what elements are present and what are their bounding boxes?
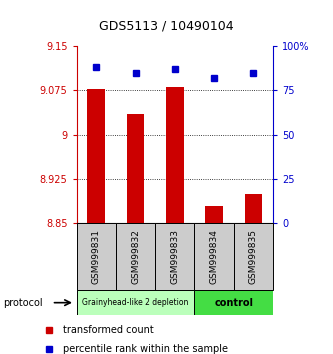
Text: GSM999835: GSM999835 <box>249 229 258 284</box>
Text: transformed count: transformed count <box>63 325 154 335</box>
Bar <box>234 223 273 290</box>
Text: GSM999833: GSM999833 <box>170 229 179 284</box>
Bar <box>87 89 105 223</box>
Text: Grainyhead-like 2 depletion: Grainyhead-like 2 depletion <box>82 298 189 307</box>
Text: protocol: protocol <box>3 298 43 308</box>
Bar <box>194 290 273 315</box>
Text: percentile rank within the sample: percentile rank within the sample <box>63 344 228 354</box>
Text: GSM999831: GSM999831 <box>92 229 101 284</box>
Bar <box>166 87 184 223</box>
Bar <box>205 206 223 223</box>
Text: GSM999834: GSM999834 <box>209 229 219 284</box>
Bar <box>194 223 234 290</box>
Text: GDS5113 / 10490104: GDS5113 / 10490104 <box>99 19 234 33</box>
Bar <box>127 114 145 223</box>
Bar <box>77 290 194 315</box>
Text: GSM999832: GSM999832 <box>131 229 140 284</box>
Bar <box>155 223 194 290</box>
Text: control: control <box>214 298 253 308</box>
Bar <box>244 194 262 223</box>
Bar <box>77 223 116 290</box>
Bar <box>116 223 155 290</box>
